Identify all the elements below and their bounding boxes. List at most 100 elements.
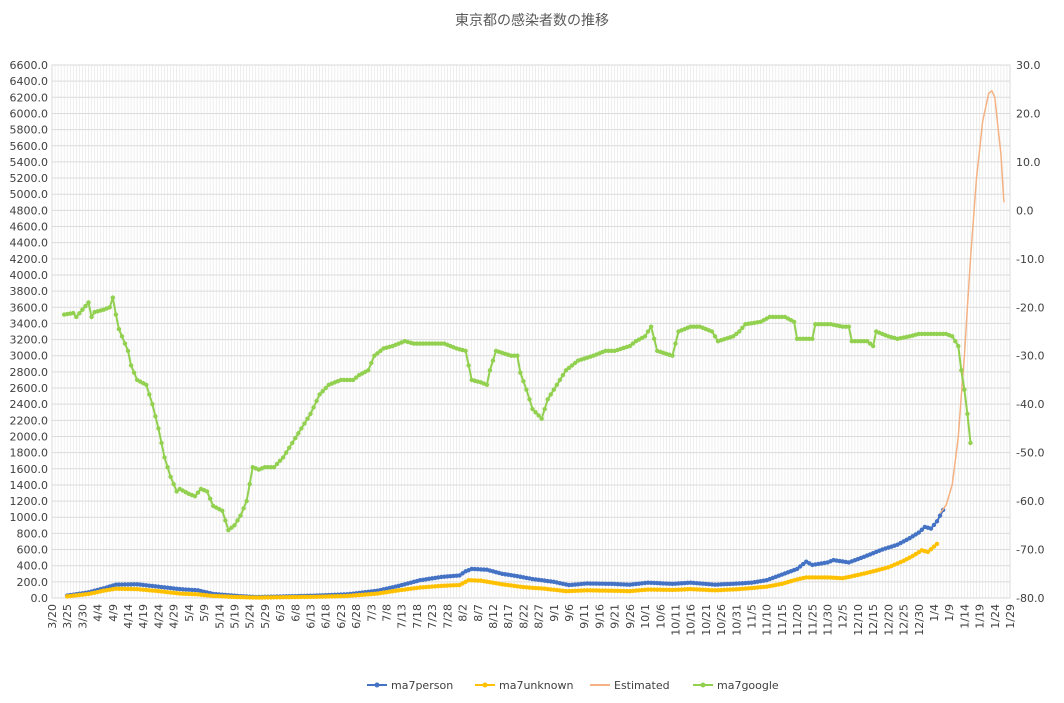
x-tick-label: 8/17 <box>502 604 515 629</box>
data-point <box>372 353 377 358</box>
data-point <box>238 513 243 518</box>
data-point <box>268 595 274 600</box>
right-tick-label: -30.0 <box>1016 350 1044 363</box>
x-tick-label: 12/10 <box>852 604 865 636</box>
data-point <box>606 588 611 593</box>
x-tick-label: 12/25 <box>898 604 911 636</box>
data-point <box>423 341 429 346</box>
data-point <box>667 587 672 593</box>
data-point <box>116 326 122 332</box>
data-point <box>271 464 277 470</box>
data-point <box>925 331 931 337</box>
left-tick-label: 3200.0 <box>10 334 49 347</box>
left-tick-label: 3400.0 <box>10 317 49 330</box>
right-tick-label: 30.0 <box>1016 59 1041 72</box>
x-tick-label: 6/23 <box>335 604 348 629</box>
data-point <box>600 581 605 586</box>
left-tick-label: 2800.0 <box>10 366 49 379</box>
data-point <box>147 392 152 397</box>
left-tick-label: 0.0 <box>31 592 49 605</box>
data-point <box>171 481 176 487</box>
left-tick-label: 6200.0 <box>10 91 49 104</box>
series-ma7google <box>61 295 973 533</box>
data-point <box>262 595 268 600</box>
data-point <box>320 389 325 394</box>
x-tick-label: 8/2 <box>457 604 470 622</box>
data-point <box>509 353 514 358</box>
legend-label: ma7person <box>391 679 453 692</box>
left-tick-label: 2200.0 <box>10 414 49 427</box>
grid <box>51 64 1011 599</box>
x-tick-label: 7/8 <box>381 604 394 622</box>
data-point <box>128 586 134 592</box>
data-point <box>290 594 295 600</box>
data-point <box>816 575 821 580</box>
data-point <box>524 387 529 392</box>
data-point <box>229 525 234 530</box>
data-point <box>664 587 669 593</box>
data-point <box>299 426 304 431</box>
data-point <box>223 518 228 523</box>
data-point <box>195 490 201 495</box>
x-tick-label: 11/30 <box>822 604 835 636</box>
data-point <box>433 341 438 346</box>
data-point <box>767 314 772 320</box>
data-point <box>131 370 137 375</box>
data-point <box>521 378 526 384</box>
data-point <box>341 377 347 383</box>
left-tick-label: 1200.0 <box>10 495 49 508</box>
data-point <box>420 341 426 346</box>
legend-marker <box>374 682 380 688</box>
data-point <box>323 385 328 391</box>
x-tick-label: 9/11 <box>578 604 591 629</box>
data-point <box>527 397 532 402</box>
data-point <box>107 305 112 310</box>
data-point <box>603 581 608 586</box>
x-tick-label: 3/25 <box>61 604 74 629</box>
data-point <box>347 377 353 383</box>
x-tick-label: 6/3 <box>274 604 287 622</box>
data-point <box>530 406 535 412</box>
legend-label: Estimated <box>614 679 670 692</box>
data-point <box>256 595 262 600</box>
legend-label: ma7google <box>717 679 779 692</box>
data-point <box>858 338 864 344</box>
data-point <box>594 588 599 593</box>
left-tick-label: 3000.0 <box>10 350 49 363</box>
x-tick-label: 9/26 <box>624 604 637 629</box>
data-point <box>116 582 122 587</box>
data-point <box>773 314 779 320</box>
data-point <box>673 341 678 346</box>
data-point <box>277 458 283 463</box>
x-tick-label: 10/31 <box>730 604 743 636</box>
chart-title: 東京都の感染者数の推移 <box>455 12 609 29</box>
data-point <box>670 353 675 358</box>
data-point <box>846 324 852 329</box>
data-point <box>308 594 313 600</box>
data-point <box>797 564 803 569</box>
left-tick-label: 5800.0 <box>10 124 49 137</box>
data-point <box>417 341 423 346</box>
data-point <box>366 368 371 373</box>
x-tick-label: 11/20 <box>791 604 804 636</box>
data-point <box>651 587 657 592</box>
data-point <box>797 336 803 341</box>
right-tick-label: -10.0 <box>1016 253 1044 266</box>
data-point <box>712 334 718 339</box>
x-tick-label: 10/1 <box>639 604 652 629</box>
data-point <box>655 587 660 592</box>
left-axis-ticks: 0.0 200.0 400.0 600.0 800.0 1000.0 1200.0 1400.… <box>10 59 49 605</box>
data-point <box>688 324 693 329</box>
right-tick-label: 20.0 <box>1016 107 1041 120</box>
data-point <box>128 582 134 587</box>
left-tick-label: 3600.0 <box>10 301 49 314</box>
left-tick-label: 1800.0 <box>10 447 49 460</box>
data-point <box>353 375 359 380</box>
x-tick-label: 4/9 <box>107 604 120 622</box>
left-tick-label: 2400.0 <box>10 398 49 411</box>
data-point <box>305 594 310 600</box>
data-point <box>293 594 298 600</box>
x-tick-label: 7/23 <box>426 604 439 629</box>
left-tick-label: 4800.0 <box>10 204 49 217</box>
legend: ma7person ma7unknown Estimated ma7google <box>367 679 779 692</box>
